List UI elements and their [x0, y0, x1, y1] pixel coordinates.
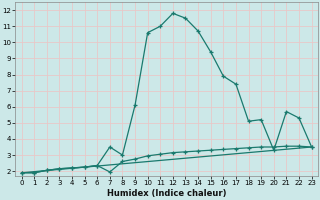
- X-axis label: Humidex (Indice chaleur): Humidex (Indice chaleur): [107, 189, 226, 198]
